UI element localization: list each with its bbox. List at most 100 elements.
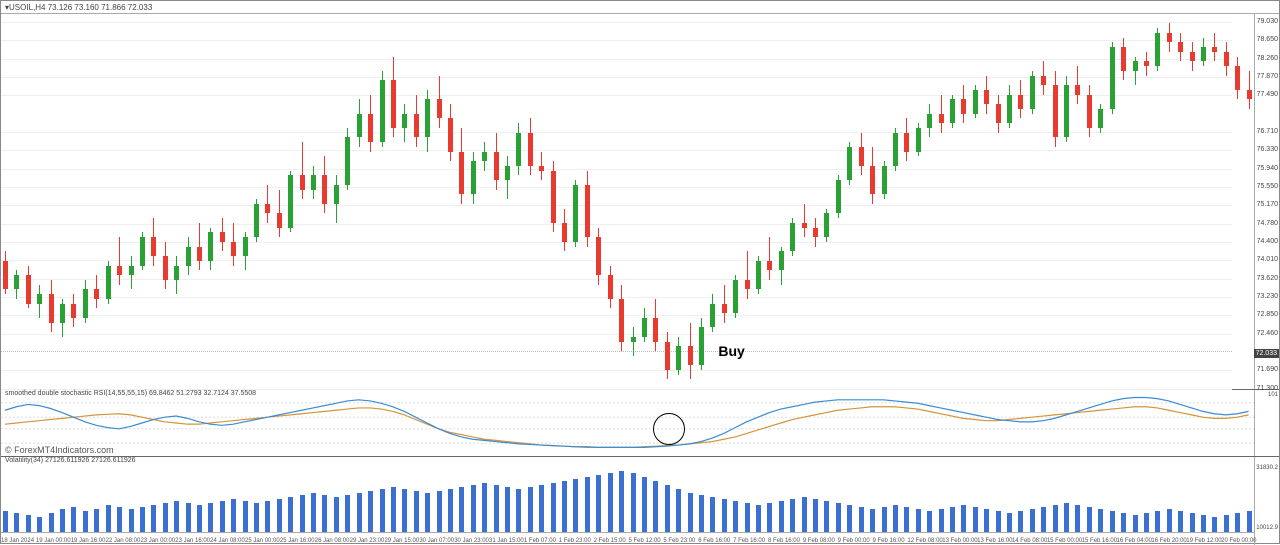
- candle: [129, 256, 134, 289]
- candle: [151, 218, 156, 265]
- candle: [1121, 38, 1126, 81]
- candle: [573, 180, 578, 246]
- candle: [1075, 66, 1080, 104]
- candle: [767, 237, 772, 280]
- candle: [402, 104, 407, 142]
- candle: [311, 166, 316, 199]
- candle: [882, 161, 887, 199]
- candle: [961, 85, 966, 123]
- candle: [1041, 61, 1046, 94]
- candle: [836, 175, 841, 218]
- candle: [26, 266, 31, 309]
- candle: [322, 156, 327, 213]
- candle: [14, 270, 19, 298]
- candle: [939, 95, 944, 133]
- candle: [220, 218, 225, 251]
- candle: [1155, 28, 1160, 71]
- candle: [1167, 23, 1172, 51]
- candle: [117, 237, 122, 284]
- candle: [425, 90, 430, 152]
- candle: [562, 209, 567, 252]
- candle: [471, 152, 476, 204]
- time-axis: 18 Jan 202419 Jan 00:0019 Jan 16:0022 Ja…: [1, 532, 1255, 545]
- candle: [904, 118, 909, 161]
- candle: [1018, 80, 1023, 118]
- stochastic-panel[interactable]: smoothed double stochastic RSI(14,55,55,…: [1, 390, 1279, 457]
- candle: [1053, 71, 1058, 147]
- ohlc-label: 73.126 73.160 71.866 72.033: [48, 3, 153, 12]
- candle: [208, 228, 213, 271]
- candle: [756, 256, 761, 294]
- candle: [1144, 52, 1149, 76]
- candle: [608, 266, 613, 309]
- candle: [1235, 57, 1240, 100]
- candle: [824, 209, 829, 242]
- candle: [516, 123, 521, 175]
- candle: [733, 275, 738, 318]
- vol-y-axis: 31830.2 10012.9: [1254, 457, 1279, 545]
- candle: [996, 95, 1001, 133]
- candle: [539, 152, 544, 180]
- candle: [745, 251, 750, 298]
- candle: [619, 285, 624, 351]
- candle: [3, 251, 8, 294]
- candle: [37, 285, 42, 318]
- candle: [813, 218, 818, 246]
- candle: [49, 280, 54, 332]
- signal-circle: [653, 413, 685, 445]
- price-y-axis: 79.03078.65078.26077.87077.49076.71076.3…: [1254, 14, 1279, 389]
- candle: [1201, 38, 1206, 66]
- stoch-y-axis: 101: [1254, 390, 1279, 456]
- candle: [1087, 85, 1092, 137]
- candle: [1098, 104, 1103, 132]
- candle: [984, 76, 989, 114]
- candle: [494, 133, 499, 190]
- candle: [802, 204, 807, 237]
- candle: [368, 95, 373, 152]
- candle: [859, 133, 864, 176]
- candle: [710, 294, 715, 332]
- candle: [722, 285, 727, 323]
- volatility-label: Volatility(34) 27126.611926 27126.611926: [1, 457, 136, 464]
- price-chart[interactable]: 79.03078.65078.26077.87077.49076.71076.3…: [1, 14, 1279, 390]
- chart-window: ▾ USOIL,H4 73.126 73.160 71.866 72.033 7…: [0, 0, 1280, 544]
- candle: [300, 142, 305, 199]
- candle: [265, 185, 270, 223]
- candle: [699, 318, 704, 370]
- candle: [551, 161, 556, 232]
- candle: [106, 261, 111, 304]
- candle: [653, 299, 658, 351]
- candle: [688, 323, 693, 380]
- candle: [642, 308, 647, 341]
- candle: [893, 128, 898, 171]
- candle: [847, 142, 852, 185]
- volatility-panel[interactable]: Volatility(34) 27126.611926 27126.611926…: [1, 457, 1279, 545]
- candle: [870, 147, 875, 204]
- candle: [927, 104, 932, 137]
- candle: [83, 280, 88, 323]
- watermark: © ForexMT4Indicators.com: [5, 445, 114, 455]
- candle: [391, 57, 396, 138]
- candle: [334, 175, 339, 222]
- candle: [186, 237, 191, 275]
- candle: [448, 104, 453, 161]
- candle: [1133, 57, 1138, 85]
- candle: [1212, 33, 1217, 61]
- candle: [437, 76, 442, 128]
- candle: [1247, 71, 1252, 109]
- buy-annotation: Buy: [718, 343, 744, 359]
- candle: [380, 71, 385, 147]
- candle: [665, 332, 670, 379]
- candle: [197, 223, 202, 270]
- candle: [357, 99, 362, 146]
- candle: [174, 256, 179, 294]
- candle: [140, 232, 145, 270]
- candle: [1007, 85, 1012, 128]
- candle: [790, 218, 795, 256]
- candle: [1064, 76, 1069, 142]
- candle: [779, 247, 784, 285]
- candle: [277, 190, 282, 237]
- candle: [596, 228, 601, 285]
- candle: [243, 232, 248, 270]
- candle: [94, 275, 99, 308]
